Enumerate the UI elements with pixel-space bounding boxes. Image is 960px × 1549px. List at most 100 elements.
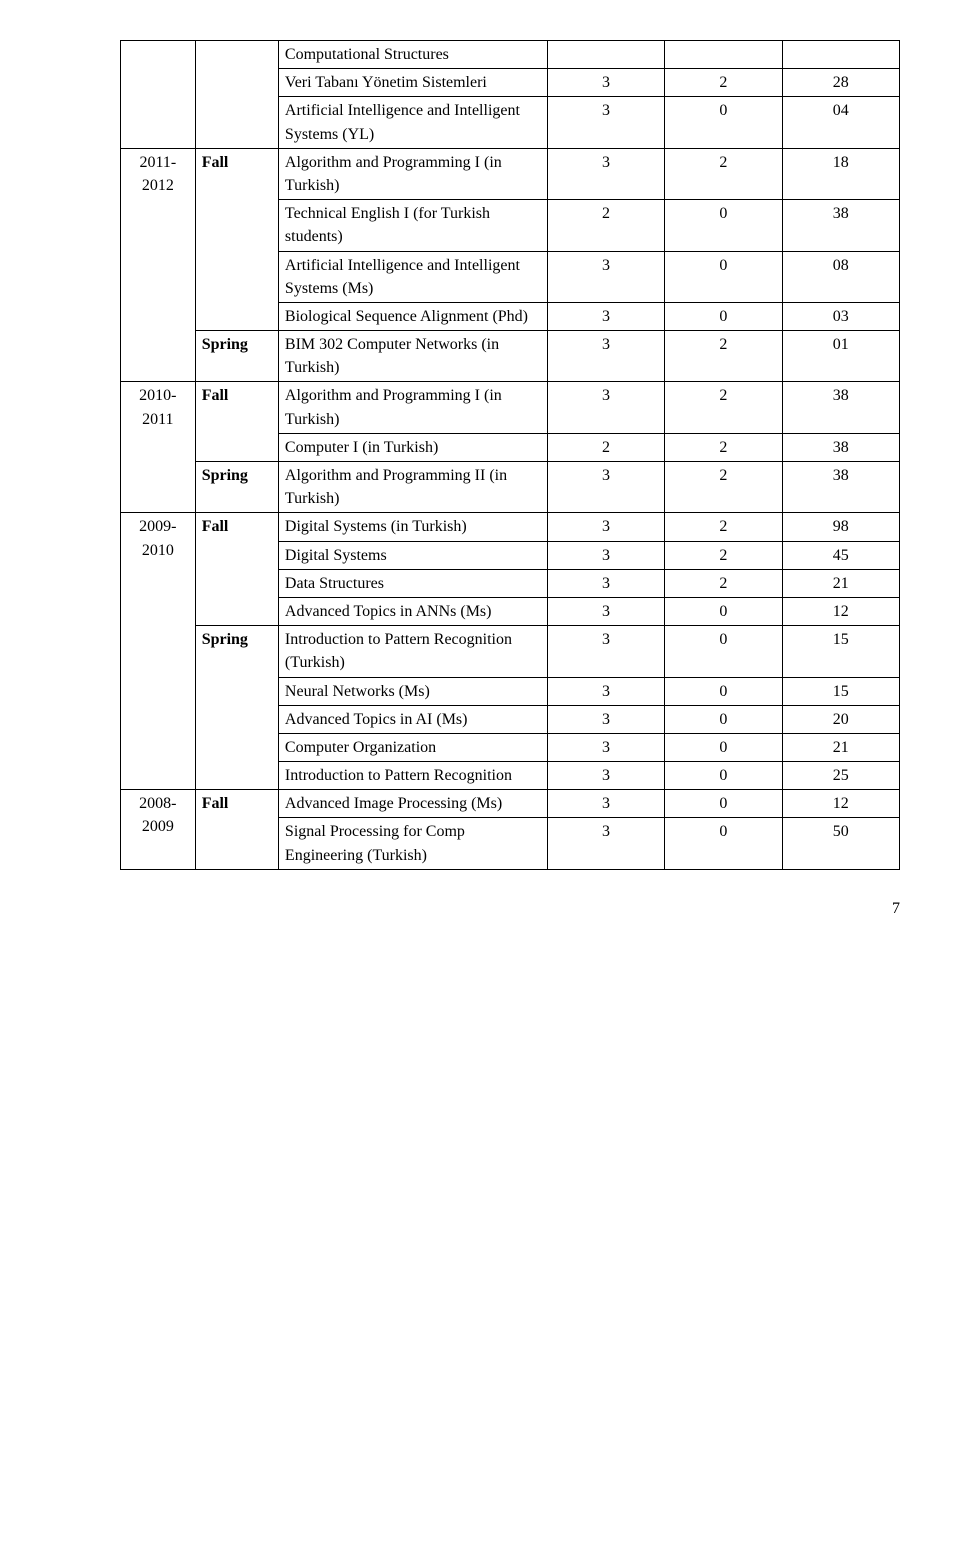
course-cell: Algorithm and Programming I (in Turkish) xyxy=(278,148,547,199)
course-cell: Data Structures xyxy=(278,569,547,597)
course-cell: Digital Systems (in Turkish) xyxy=(278,513,547,541)
course-cell: Computer Organization xyxy=(278,733,547,761)
col-c: 15 xyxy=(782,626,899,677)
col-c xyxy=(782,41,899,69)
year-cell: 2010-2011 xyxy=(121,382,196,513)
col-c: 03 xyxy=(782,302,899,330)
table-row: 2010-2011 Fall Algorithm and Programming… xyxy=(121,382,900,433)
course-cell: Advanced Image Processing (Ms) xyxy=(278,790,547,818)
table-row: Computational Structures xyxy=(121,41,900,69)
course-cell: Advanced Topics in ANNs (Ms) xyxy=(278,597,547,625)
table-row: 2009-2010 Fall Digital Systems (in Turki… xyxy=(121,513,900,541)
col-c: 38 xyxy=(782,462,899,513)
year-cell: 2009-2010 xyxy=(121,513,196,790)
col-b: 0 xyxy=(665,302,782,330)
col-a: 3 xyxy=(547,331,664,382)
table-row: 2008-2009 Fall Advanced Image Processing… xyxy=(121,790,900,818)
col-a: 3 xyxy=(547,569,664,597)
col-c: 12 xyxy=(782,597,899,625)
col-b: 2 xyxy=(665,433,782,461)
col-b: 2 xyxy=(665,462,782,513)
course-cell: Artificial Intelligence and Intelligent … xyxy=(278,251,547,302)
col-c: 15 xyxy=(782,677,899,705)
term-cell: Spring xyxy=(195,626,278,790)
col-a: 3 xyxy=(547,626,664,677)
course-cell: Algorithm and Programming II (in Turkish… xyxy=(278,462,547,513)
col-a: 3 xyxy=(547,513,664,541)
col-b: 2 xyxy=(665,331,782,382)
table-row: Spring Algorithm and Programming II (in … xyxy=(121,462,900,513)
col-b: 2 xyxy=(665,569,782,597)
course-cell: Introduction to Pattern Recognition (Tur… xyxy=(278,626,547,677)
col-a: 3 xyxy=(547,762,664,790)
col-b: 0 xyxy=(665,762,782,790)
col-b: 0 xyxy=(665,626,782,677)
col-b: 2 xyxy=(665,513,782,541)
course-cell: Computer I (in Turkish) xyxy=(278,433,547,461)
col-a: 3 xyxy=(547,677,664,705)
term-cell: Spring xyxy=(195,331,278,382)
col-c: 50 xyxy=(782,818,899,869)
page-number: 7 xyxy=(120,900,900,918)
col-a: 3 xyxy=(547,382,664,433)
course-cell: BIM 302 Computer Networks (in Turkish) xyxy=(278,331,547,382)
col-a: 2 xyxy=(547,433,664,461)
course-cell: Neural Networks (Ms) xyxy=(278,677,547,705)
col-c: 01 xyxy=(782,331,899,382)
term-cell: Fall xyxy=(195,513,278,626)
col-c: 21 xyxy=(782,569,899,597)
table-row: 2011-2012 Fall Algorithm and Programming… xyxy=(121,148,900,199)
term-cell: Fall xyxy=(195,790,278,870)
course-cell: Technical English I (for Turkish student… xyxy=(278,200,547,251)
col-c: 08 xyxy=(782,251,899,302)
year-cell: 2008-2009 xyxy=(121,790,196,870)
col-a: 3 xyxy=(547,818,664,869)
col-b xyxy=(665,41,782,69)
col-a xyxy=(547,41,664,69)
col-b: 0 xyxy=(665,597,782,625)
col-c: 18 xyxy=(782,148,899,199)
course-cell: Signal Processing for Comp Engineering (… xyxy=(278,818,547,869)
col-c: 25 xyxy=(782,762,899,790)
courses-table: Computational Structures Veri Tabanı Yön… xyxy=(120,40,900,870)
course-cell: Biological Sequence Alignment (Phd) xyxy=(278,302,547,330)
term-cell: Fall xyxy=(195,382,278,462)
col-b: 0 xyxy=(665,705,782,733)
course-cell: Artificial Intelligence and Intelligent … xyxy=(278,97,547,148)
col-c: 98 xyxy=(782,513,899,541)
col-b: 0 xyxy=(665,790,782,818)
col-b: 0 xyxy=(665,97,782,148)
col-a: 3 xyxy=(547,302,664,330)
course-cell: Introduction to Pattern Recognition xyxy=(278,762,547,790)
year-cell: 2011-2012 xyxy=(121,148,196,382)
col-b: 2 xyxy=(665,148,782,199)
term-cell: Fall xyxy=(195,148,278,330)
col-c: 28 xyxy=(782,69,899,97)
course-cell: Advanced Topics in AI (Ms) xyxy=(278,705,547,733)
col-a: 3 xyxy=(547,705,664,733)
col-a: 3 xyxy=(547,69,664,97)
col-b: 0 xyxy=(665,733,782,761)
col-b: 2 xyxy=(665,382,782,433)
table-row: Spring BIM 302 Computer Networks (in Tur… xyxy=(121,331,900,382)
col-b: 0 xyxy=(665,251,782,302)
col-c: 04 xyxy=(782,97,899,148)
col-c: 21 xyxy=(782,733,899,761)
course-cell: Algorithm and Programming I (in Turkish) xyxy=(278,382,547,433)
col-a: 3 xyxy=(547,597,664,625)
col-a: 3 xyxy=(547,733,664,761)
col-a: 3 xyxy=(547,251,664,302)
course-cell: Veri Tabanı Yönetim Sistemleri xyxy=(278,69,547,97)
col-c: 45 xyxy=(782,541,899,569)
col-b: 0 xyxy=(665,200,782,251)
col-c: 38 xyxy=(782,200,899,251)
course-cell: Computational Structures xyxy=(278,41,547,69)
col-a: 2 xyxy=(547,200,664,251)
col-a: 3 xyxy=(547,97,664,148)
col-b: 0 xyxy=(665,818,782,869)
col-a: 3 xyxy=(547,541,664,569)
term-cell xyxy=(195,41,278,149)
col-b: 2 xyxy=(665,69,782,97)
col-c: 38 xyxy=(782,433,899,461)
col-b: 2 xyxy=(665,541,782,569)
